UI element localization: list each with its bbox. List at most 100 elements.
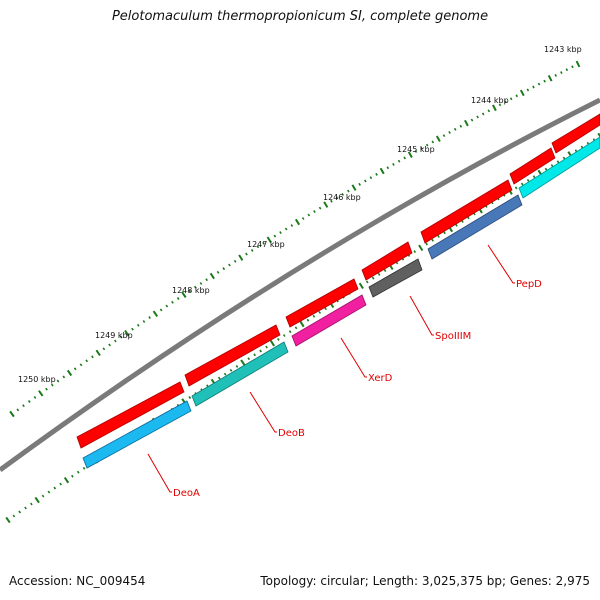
minor-tick — [245, 252, 248, 256]
forward-strand-genes — [76, 113, 600, 449]
minor-tick — [41, 494, 45, 498]
minor-tick — [335, 196, 339, 200]
gene-forward-3[interactable] — [285, 278, 359, 328]
minor-tick — [425, 242, 428, 246]
gene-label-spoIIM: SpoIIIM — [435, 331, 471, 342]
gene-pepD[interactable] — [427, 194, 523, 260]
minor-tick — [114, 339, 117, 343]
major-tick — [464, 119, 469, 127]
minor-tick — [481, 112, 485, 116]
minor-tick — [437, 235, 440, 238]
major-tick — [240, 359, 246, 366]
leader-spoIIM — [409, 295, 434, 336]
gene-deoB[interactable] — [191, 341, 289, 407]
minor-tick — [27, 400, 31, 403]
minor-tick — [205, 278, 208, 282]
gene-forward-1[interactable] — [76, 381, 185, 449]
minor-tick — [448, 131, 451, 134]
minor-tick — [102, 347, 106, 351]
minor-tick — [554, 73, 558, 77]
gene-forward-4[interactable] — [361, 241, 413, 281]
minor-tick — [148, 316, 151, 320]
gene-xerD[interactable] — [291, 294, 367, 347]
minor-tick — [487, 109, 491, 113]
major-tick — [597, 132, 600, 138]
minor-tick — [256, 245, 260, 249]
minor-tick — [253, 353, 256, 357]
minor-tick — [413, 250, 417, 254]
leader-deoA — [147, 453, 172, 493]
minor-tick — [188, 396, 192, 399]
gene-forward-7[interactable] — [551, 113, 600, 154]
major-tick — [9, 410, 15, 418]
minor-tick — [476, 115, 479, 119]
minor-tick — [233, 259, 237, 263]
minor-tick — [386, 166, 390, 170]
minor-tick — [364, 179, 367, 183]
minor-tick — [365, 280, 369, 284]
gene-last[interactable] — [518, 136, 600, 199]
minor-tick — [262, 241, 265, 245]
minor-tick — [442, 134, 446, 138]
scale-label-1249: 1249 kbp — [95, 331, 133, 340]
minor-tick — [537, 82, 541, 86]
minor-tick — [383, 269, 387, 273]
genome-backbone — [0, 97, 600, 473]
minor-tick — [341, 193, 344, 196]
minor-tick — [403, 156, 406, 160]
minor-tick — [318, 311, 322, 314]
major-tick — [266, 236, 272, 243]
gene-forward-5[interactable] — [420, 179, 513, 244]
minor-tick — [247, 357, 251, 361]
major-tick — [435, 135, 441, 142]
major-tick — [269, 340, 276, 347]
major-tick — [209, 272, 215, 280]
minor-tick — [16, 408, 20, 412]
minor-tick — [377, 272, 381, 276]
minor-tick — [171, 300, 174, 304]
minor-tick — [306, 318, 310, 322]
minor-tick — [347, 189, 350, 193]
minor-tick — [324, 307, 327, 311]
minor-tick — [301, 217, 305, 220]
major-tick — [152, 310, 159, 317]
minor-tick — [526, 178, 530, 182]
scale-label-1248: 1248 kbp — [172, 286, 210, 295]
major-tick — [407, 151, 413, 158]
minor-tick — [358, 182, 361, 186]
gene-label-xerD: XerD — [368, 373, 393, 384]
minor-tick — [50, 383, 54, 387]
major-tick — [492, 104, 497, 112]
gene-forward-2[interactable] — [184, 324, 281, 387]
minor-tick — [277, 337, 280, 341]
minor-tick — [562, 156, 566, 160]
leader-pepD — [487, 244, 515, 284]
minor-tick — [47, 490, 51, 494]
minor-tick — [392, 163, 395, 166]
major-tick — [34, 496, 40, 504]
minor-tick — [259, 349, 262, 353]
minor-tick — [312, 314, 316, 318]
minor-tick — [532, 85, 535, 89]
minor-tick — [82, 466, 86, 470]
scale-label-1250: 1250 kbp — [18, 375, 56, 384]
gene-forward-6[interactable] — [509, 147, 556, 185]
gene-deoA[interactable] — [82, 400, 192, 469]
minor-tick — [307, 213, 311, 217]
minor-tick — [514, 186, 518, 190]
minor-tick — [56, 379, 60, 383]
gene-label-pepD: PepD — [516, 279, 542, 290]
minor-tick — [18, 510, 22, 514]
minor-tick — [71, 474, 74, 478]
gene-spoIIM[interactable] — [368, 258, 423, 298]
major-tick — [5, 516, 11, 524]
minor-tick — [282, 334, 286, 337]
major-tick — [66, 369, 73, 377]
gene-label-leaders — [147, 244, 515, 493]
minor-tick — [526, 88, 530, 92]
major-tick — [351, 184, 357, 191]
minor-tick — [420, 146, 423, 150]
minor-tick — [45, 387, 48, 391]
topology-summary: Topology: circular; Length: 3,025,375 bp… — [260, 574, 590, 588]
